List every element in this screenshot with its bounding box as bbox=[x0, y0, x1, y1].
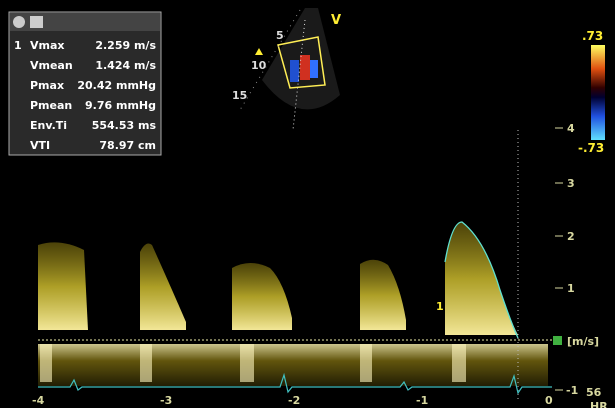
envelope-label: 1 bbox=[436, 300, 444, 313]
measurement-label: Vmax bbox=[30, 39, 65, 52]
time-tick: -1 bbox=[416, 394, 428, 407]
depth-mark: 5 bbox=[276, 29, 284, 42]
depth-mark: 15 bbox=[232, 89, 247, 102]
measurement-label: Env.Ti bbox=[30, 119, 67, 132]
measurement-panel: 1 Vmax 2.259 m/s Vmean 1.424 m/s Pmax 20.42 m… bbox=[9, 12, 161, 155]
display: V 5 10 15 .73 -.73 1 4 3 2 1 -1 [m/s] -4… bbox=[0, 0, 615, 408]
ultrasound-screen: V 5 10 15 .73 -.73 1 4 3 2 1 -1 [m/s] -4… bbox=[0, 0, 615, 408]
color-scale-top: .73 bbox=[582, 29, 603, 43]
heart-rate-value: 56 bbox=[586, 386, 602, 399]
velocity-tick: 4 bbox=[567, 122, 575, 135]
view-label: V bbox=[331, 13, 341, 28]
measurement-index: 1 bbox=[14, 39, 22, 52]
velocity-scale: 4 3 2 1 -1 [m/s] bbox=[555, 122, 599, 397]
measurement-value: 554.53 ms bbox=[92, 119, 157, 132]
measurement-label: Pmean bbox=[30, 99, 72, 112]
depth-mark: 10 bbox=[251, 59, 267, 72]
measurement-label: VTI bbox=[30, 139, 50, 152]
measurement-value: 1.424 m/s bbox=[95, 59, 156, 72]
velocity-tick: -1 bbox=[566, 384, 578, 397]
velocity-tick: 1 bbox=[567, 282, 575, 295]
measurement-label: Pmax bbox=[30, 79, 64, 92]
measurement-value: 2.259 m/s bbox=[95, 39, 156, 52]
velocity-tick: 3 bbox=[567, 177, 575, 190]
measurement-label: Vmean bbox=[30, 59, 73, 72]
velocity-unit: [m/s] bbox=[567, 335, 599, 348]
spectrum bbox=[38, 130, 562, 400]
velocity-tick: 2 bbox=[567, 230, 575, 243]
time-tick: -3 bbox=[160, 394, 172, 407]
measurement-value: 9.76 mmHg bbox=[85, 99, 156, 112]
time-tick: -4 bbox=[32, 394, 45, 407]
color-bar bbox=[591, 45, 605, 140]
time-tick: -2 bbox=[288, 394, 300, 407]
time-tick: 0 bbox=[545, 394, 553, 407]
measurement-value: 20.42 mmHg bbox=[77, 79, 156, 92]
time-axis: -4 -3 -2 -1 0 bbox=[32, 394, 553, 407]
heart-rate-label: HR bbox=[590, 400, 608, 408]
measurement-value: 78.97 cm bbox=[99, 139, 156, 152]
color-scale-bottom: -.73 bbox=[578, 141, 604, 155]
